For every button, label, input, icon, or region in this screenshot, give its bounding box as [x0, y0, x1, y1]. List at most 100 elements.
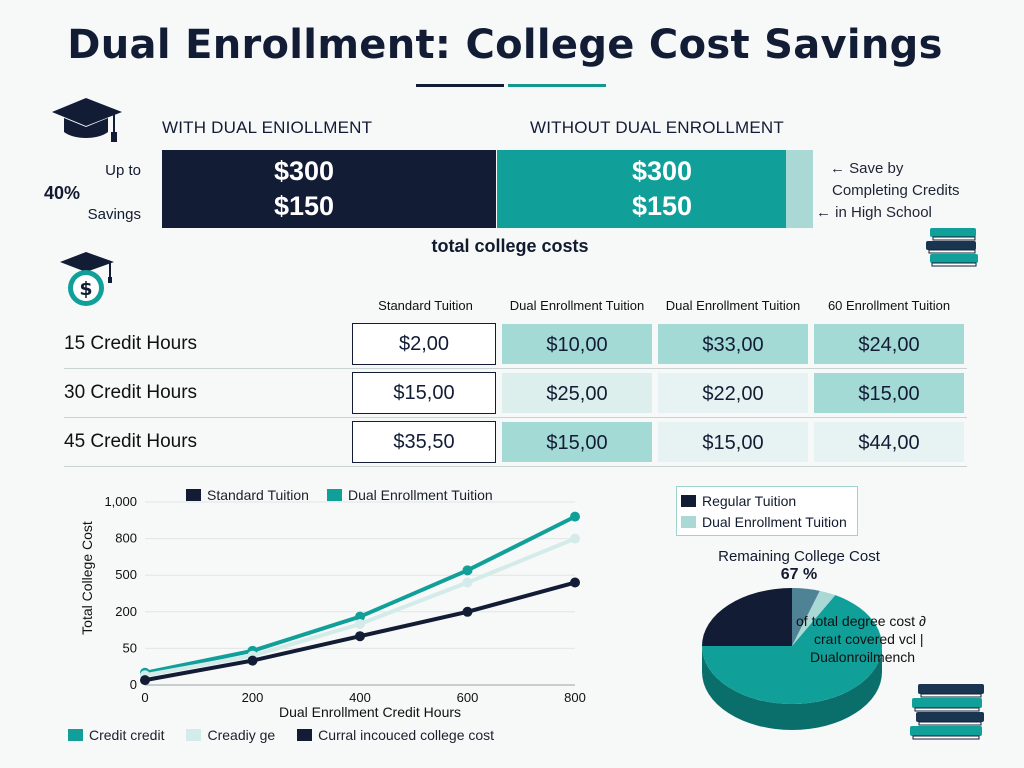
data-point	[570, 577, 580, 588]
table-cell: $15,00	[502, 422, 652, 462]
table-row: 15 Credit Hours $2,00 $10,00 $33,00 $24,…	[64, 320, 967, 369]
legend-item: Dual Enrollment Tuition	[326, 487, 493, 503]
data-point	[355, 619, 365, 629]
x-tick-label: 800	[564, 690, 586, 705]
data-point	[355, 631, 365, 642]
pie-title: Remaining College Cost	[718, 548, 880, 565]
legend-label: Dual Enrollment Tuition	[347, 487, 493, 503]
x-tick-label: 400	[349, 690, 371, 705]
column-header: 60 Enrollment Tuition	[827, 297, 951, 313]
without-dual-enrollment-bar: $300 $150	[497, 150, 786, 228]
pie-slices	[702, 588, 882, 730]
row-label: 45 Credit Hours	[64, 418, 352, 467]
y-tick-label: 500	[115, 567, 137, 582]
legend-swatch	[681, 515, 696, 528]
table-cell: $15,00	[814, 373, 964, 413]
column-header: Dual Enrollment Tuition	[665, 297, 801, 313]
title-underline-dark	[416, 84, 504, 87]
y-tick-label: 0	[130, 677, 137, 692]
legend-item: Standard Tuition	[186, 487, 309, 503]
y-axis-label: Total College Cost	[79, 521, 95, 635]
pie-percent: 67 %	[780, 566, 818, 583]
table-row: 45 Credit Hours $35,50 $15,00 $15,00 $44…	[64, 418, 967, 467]
without-dual-enrollment-label: WITHOUT DUAL ENROLLMENT	[530, 118, 784, 137]
note-line-1: ← Save by	[830, 160, 904, 177]
table-cell: $2,00	[352, 323, 496, 365]
legend-label: Credit credit	[89, 727, 165, 743]
line-legend-bottom: Credit credit Creadiy ge Curral incouced…	[68, 727, 494, 743]
legend-label: Curral incouced college cost	[318, 727, 495, 743]
x-tick-label: 0	[141, 690, 148, 705]
data-point	[140, 675, 150, 686]
x-tick-label: 600	[457, 690, 479, 705]
with-value-2: $150	[274, 191, 335, 221]
title-underline-teal	[508, 84, 606, 87]
table-cell: $15,00	[352, 372, 496, 414]
pie-slice	[792, 590, 836, 646]
table-cell: $33,00	[658, 324, 808, 364]
save-note: ← Save by Completing Credits ← in High S…	[816, 158, 960, 224]
page-title: Dual Enrollment: College Cost Savings	[67, 22, 943, 68]
column-header: Dual Enrollment Tuition	[509, 297, 645, 313]
savings-callout: Up to 40% Savings	[44, 160, 141, 226]
data-point	[462, 565, 473, 576]
pie-annotation-line: craıt covered vcl |	[814, 631, 924, 647]
pie-annotation-line: Dualonroilmench	[810, 649, 916, 665]
with-value-1: $300	[274, 156, 335, 186]
table-cell: $35,50	[352, 421, 496, 463]
legend-label: Standard Tuition	[207, 487, 309, 503]
book-stack-icon	[926, 228, 978, 267]
data-point	[247, 655, 258, 666]
y-tick-label: 50	[123, 640, 137, 655]
tuition-table: Standard Tuition Dual Enrollment Tuition…	[64, 290, 967, 467]
data-point	[462, 577, 473, 588]
pie-chart	[702, 588, 882, 730]
pie-slice	[792, 588, 820, 646]
y-tick-label: 1,000	[104, 494, 137, 509]
pie-slice	[702, 595, 882, 704]
pie-depth	[702, 646, 882, 730]
note-line-3: ← in High School	[816, 204, 932, 221]
savings-line-3: Savings	[87, 206, 141, 223]
series-line	[144, 514, 576, 675]
savings-percent: 40%	[44, 183, 81, 203]
data-point	[462, 606, 473, 617]
legend-swatch	[297, 729, 313, 741]
legend-label: Regular Tuition	[702, 492, 797, 509]
line-chart-series	[140, 511, 580, 686]
line-chart-grid: 0 50 200 500 800 1,000 0 200 400 600 800	[104, 494, 585, 705]
series-line	[144, 536, 576, 678]
legend-swatch	[326, 489, 342, 501]
pie-legend: Regular Tuition Dual Enrollment Tuition	[676, 486, 858, 536]
pie-annotation: of total degree cost ∂ craıt covered vcl…	[796, 612, 926, 666]
legend-item: Curral incouced college cost	[297, 727, 494, 743]
table-cell: $25,00	[502, 373, 652, 413]
legend-item: Creadiy ge	[186, 727, 275, 743]
legend-item: Dual Enrollment Tuition	[681, 511, 853, 532]
legend-label: Dual Enrollment Tuition	[702, 513, 847, 530]
x-axis-label: Dual Enrollment Credit Hours	[279, 704, 461, 720]
savings-line-1: Up to	[105, 162, 141, 179]
legend-swatch	[68, 729, 83, 741]
x-tick-label: 200	[242, 690, 264, 705]
legend-label: Creadiy ge	[207, 727, 276, 743]
legend-item: Credit credit	[68, 727, 164, 743]
data-point	[355, 611, 365, 622]
table-row: 30 Credit Hours $15,00 $25,00 $22,00 $15…	[64, 369, 967, 418]
pie-annotation-line: of total degree cost ∂	[796, 613, 926, 629]
book-stack-icon	[910, 684, 984, 740]
data-point	[570, 511, 580, 522]
note-line-2: Completing Credits	[832, 182, 960, 199]
legend-swatch	[186, 489, 201, 501]
table-cell: $22,00	[658, 373, 808, 413]
y-tick-label: 800	[115, 531, 137, 546]
without-value-2: $150	[632, 191, 693, 221]
row-label: 15 Credit Hours	[64, 320, 352, 369]
with-dual-enrollment-label: WITH DUAL ENIOLLMENT	[162, 118, 373, 137]
graduation-cap-icon	[52, 98, 122, 142]
line-legend-top: Standard Tuition Dual Enrollment Tuition	[186, 487, 493, 503]
legend-swatch	[186, 729, 202, 741]
y-tick-label: 200	[115, 604, 137, 619]
table-cell: $10,00	[502, 324, 652, 364]
svg-text:$: $	[79, 278, 92, 300]
